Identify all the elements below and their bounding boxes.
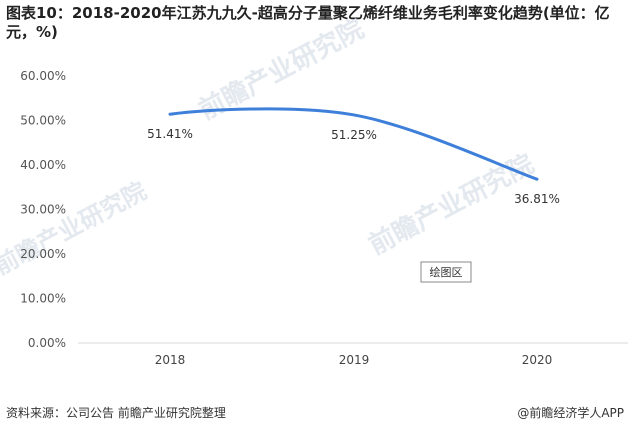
data-labels: 51.41% 51.25% 36.81% — [147, 127, 560, 206]
watermark-text: 前瞻产业研究院 — [364, 148, 539, 261]
y-tick-label: 40.00% — [20, 158, 66, 172]
x-tick-label: 2020 — [522, 353, 553, 367]
y-tick-label: 50.00% — [20, 114, 66, 128]
y-tick-label: 60.00% — [20, 69, 66, 83]
y-tick-label: 20.00% — [20, 247, 66, 261]
y-tick-label: 10.00% — [20, 292, 66, 306]
plot-area-tag: 绘图区 — [420, 261, 472, 283]
x-tick-label: 2018 — [155, 353, 186, 367]
chart-title: 图表10：2018-2020年江苏九九久-超高分子量聚乙烯纤维业务毛利率变化趋势… — [6, 4, 610, 41]
brand-credit: @前瞻经济学人APP — [517, 406, 624, 420]
source-note: 资料来源：公司公告 前瞻产业研究院整理 — [6, 406, 226, 420]
series-line — [168, 107, 539, 181]
data-label: 36.81% — [514, 192, 560, 206]
x-tick-label: 2019 — [339, 353, 370, 367]
data-label: 51.25% — [331, 128, 377, 142]
plot-area-label: 绘图区 — [430, 265, 463, 279]
data-label: 51.41% — [147, 127, 193, 141]
x-axis-labels: 2018 2019 2020 — [155, 353, 553, 367]
y-tick-label: 30.00% — [20, 203, 66, 217]
y-tick-label: 0.00% — [28, 336, 66, 350]
y-axis-labels: 0.00% 10.00% 20.00% 30.00% 40.00% 50.00% 60.00… — [20, 69, 66, 350]
watermark-text: 前瞻产业研究院 — [0, 177, 151, 281]
